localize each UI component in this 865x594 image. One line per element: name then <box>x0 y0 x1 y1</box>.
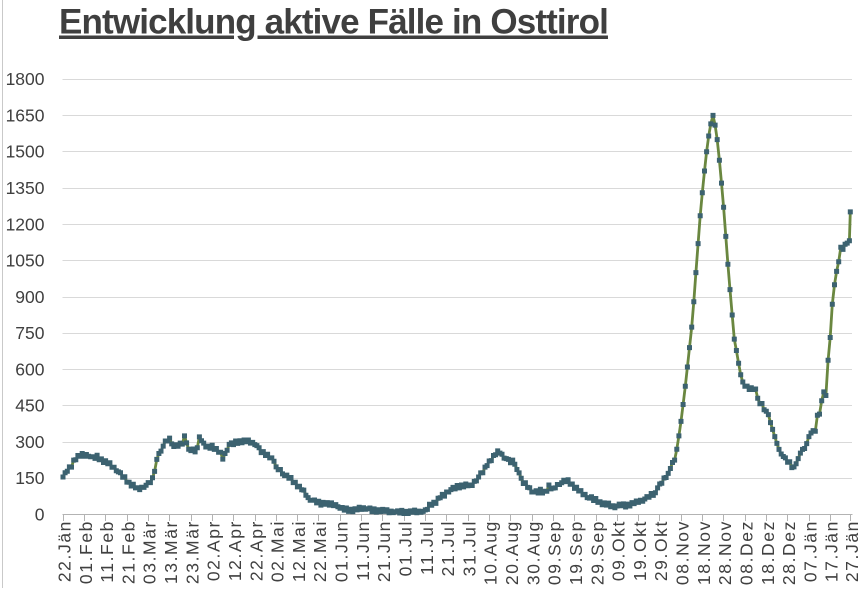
svg-text:20.Aug: 20.Aug <box>502 520 522 585</box>
svg-text:29.Okt: 29.Okt <box>651 520 671 581</box>
svg-text:450: 450 <box>15 396 44 416</box>
svg-text:12.Apr: 12.Apr <box>225 520 245 581</box>
svg-text:21.Jun: 21.Jun <box>374 520 394 582</box>
svg-text:29.Sep: 29.Sep <box>587 520 607 585</box>
svg-text:31.Jul: 31.Jul <box>459 520 479 576</box>
svg-text:08.Dez: 08.Dez <box>736 520 756 585</box>
svg-text:01.Jul: 01.Jul <box>396 520 416 576</box>
svg-text:21.Feb: 21.Feb <box>118 520 138 584</box>
svg-text:17.Jän: 17.Jän <box>822 520 842 582</box>
svg-text:1350: 1350 <box>6 178 45 198</box>
svg-text:22.Mai: 22.Mai <box>310 520 330 582</box>
svg-text:09.Okt: 09.Okt <box>609 520 629 581</box>
svg-text:1200: 1200 <box>6 214 45 234</box>
svg-text:13.Mär: 13.Mär <box>161 520 181 584</box>
svg-text:01.Feb: 01.Feb <box>76 520 96 584</box>
svg-text:1500: 1500 <box>6 142 45 162</box>
svg-text:10.Aug: 10.Aug <box>481 520 501 585</box>
svg-text:1650: 1650 <box>6 105 45 125</box>
svg-text:12.Mai: 12.Mai <box>289 520 309 582</box>
svg-text:09.Sep: 09.Sep <box>545 520 565 585</box>
svg-text:02.Apr: 02.Apr <box>204 520 224 581</box>
svg-text:22.Jän: 22.Jän <box>55 520 75 582</box>
svg-text:11.Jun: 11.Jun <box>353 520 373 581</box>
svg-text:21.Jul: 21.Jul <box>438 520 458 576</box>
svg-text:02.Mai: 02.Mai <box>268 520 288 582</box>
svg-text:600: 600 <box>15 359 44 379</box>
svg-text:03.Mär: 03.Mär <box>140 520 160 584</box>
svg-text:18.Dez: 18.Dez <box>758 520 778 585</box>
svg-text:0: 0 <box>35 505 45 525</box>
svg-text:19.Sep: 19.Sep <box>566 520 586 585</box>
svg-text:Entwicklung aktive Fälle in Os: Entwicklung aktive Fälle in Osttirol <box>59 3 608 42</box>
svg-text:30.Aug: 30.Aug <box>523 520 543 585</box>
svg-text:150: 150 <box>15 468 44 488</box>
svg-text:300: 300 <box>15 432 44 452</box>
svg-text:750: 750 <box>15 323 44 343</box>
svg-text:27.Jän: 27.Jän <box>842 520 862 582</box>
svg-text:19.Okt: 19.Okt <box>630 520 650 581</box>
svg-text:22.Apr: 22.Apr <box>246 520 266 581</box>
svg-text:23.Mär: 23.Mär <box>182 520 202 584</box>
svg-text:11.Jul: 11.Jul <box>417 520 437 575</box>
svg-text:18.Nov: 18.Nov <box>694 520 714 585</box>
svg-text:28.Dez: 28.Dez <box>779 520 799 585</box>
svg-text:28.Nov: 28.Nov <box>715 520 735 585</box>
svg-text:900: 900 <box>15 287 44 307</box>
svg-text:01.Jun: 01.Jun <box>332 520 352 582</box>
svg-text:08.Nov: 08.Nov <box>673 520 693 585</box>
svg-text:1050: 1050 <box>6 251 45 271</box>
svg-text:07.Jän: 07.Jän <box>800 520 820 582</box>
svg-text:1800: 1800 <box>6 69 45 89</box>
svg-text:11.Feb: 11.Feb <box>97 520 117 583</box>
